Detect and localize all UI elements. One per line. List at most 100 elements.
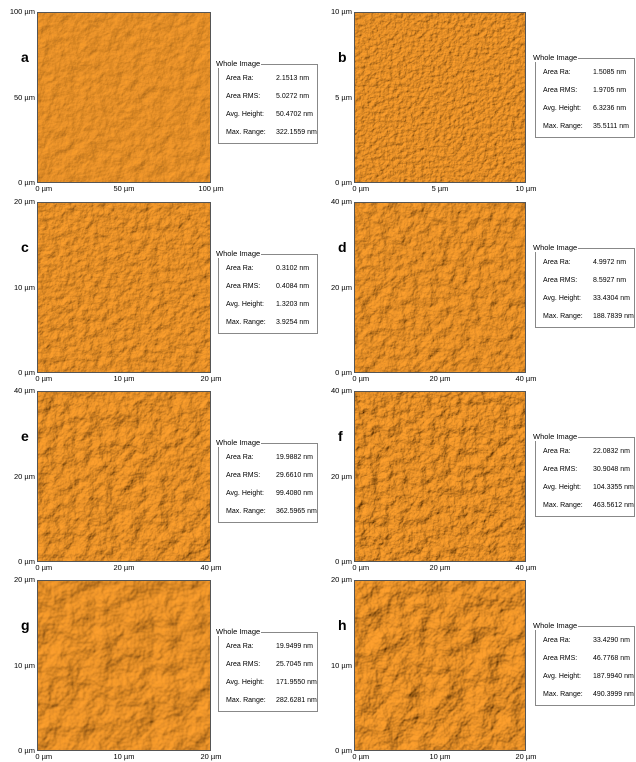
stat-value: 4.9972 nm [593, 259, 626, 266]
afm-image [37, 580, 211, 751]
panel-letter: f [338, 429, 343, 443]
x-tick-label: 10 µm [430, 753, 451, 761]
panel-letter: c [21, 240, 29, 254]
stat-label: Max. Range: [543, 123, 583, 130]
afm-image [37, 391, 211, 562]
stats-title: Whole Image [533, 244, 578, 252]
x-tick-label: 20 µm [430, 375, 451, 383]
stat-label: Area Ra: [543, 69, 571, 76]
stat-value: 19.9882 nm [276, 454, 313, 461]
panel-letter: b [338, 50, 347, 64]
stat-value: 22.0832 nm [593, 448, 630, 455]
stat-value: 35.5111 nm [593, 123, 629, 130]
x-tick-label: 10 µm [114, 753, 135, 761]
stat-label: Avg. Height: [543, 484, 581, 491]
x-tick-label: 0 µm [35, 753, 52, 761]
x-tick-label: 20 µm [516, 753, 537, 761]
y-tick-label: 0 µm [335, 179, 352, 187]
stat-label: Area Ra: [226, 265, 254, 272]
y-tick-label: 10 µm [14, 284, 35, 292]
stat-value: 30.9048 nm [593, 466, 630, 473]
stat-value: 8.5927 nm [593, 277, 626, 284]
stats-title: Whole Image [533, 622, 578, 630]
stat-value: 322.1559 nm [276, 129, 317, 136]
stat-value: 1.3203 nm [276, 301, 309, 308]
stat-label: Avg. Height: [543, 105, 581, 112]
stat-label: Area RMS: [543, 655, 577, 662]
stat-label: Area RMS: [543, 87, 577, 94]
stat-label: Max. Range: [543, 691, 583, 698]
stats-title: Whole Image [216, 250, 261, 258]
stat-value: 0.4084 nm [276, 283, 309, 290]
stat-label: Max. Range: [543, 502, 583, 509]
x-tick-label: 10 µm [114, 375, 135, 383]
panel-letter: d [338, 240, 347, 254]
stat-label: Area Ra: [543, 637, 571, 644]
stat-label: Area Ra: [543, 448, 571, 455]
x-tick-label: 0 µm [352, 753, 369, 761]
y-tick-label: 0 µm [18, 558, 35, 566]
x-tick-label: 5 µm [432, 185, 449, 193]
x-tick-label: 40 µm [201, 564, 222, 572]
stat-value: 463.5612 nm [593, 502, 634, 509]
x-tick-label: 0 µm [352, 185, 369, 193]
y-tick-label: 0 µm [18, 369, 35, 377]
afm-image [354, 580, 526, 751]
y-tick-label: 0 µm [18, 747, 35, 755]
stat-label: Area RMS: [226, 472, 260, 479]
stat-label: Max. Range: [543, 313, 583, 320]
y-tick-label: 0 µm [335, 747, 352, 755]
y-tick-label: 0 µm [335, 369, 352, 377]
stat-value: 2.1513 nm [276, 75, 309, 82]
stat-label: Area RMS: [226, 661, 260, 668]
stat-label: Area RMS: [543, 466, 577, 473]
x-tick-label: 50 µm [114, 185, 135, 193]
y-tick-label: 20 µm [331, 576, 352, 584]
panel-letter: a [21, 50, 29, 64]
stats-title: Whole Image [216, 628, 261, 636]
panel-letter: h [338, 618, 347, 632]
stat-label: Avg. Height: [226, 679, 264, 686]
stat-value: 187.9940 nm [593, 673, 634, 680]
stat-value: 362.5965 nm [276, 508, 317, 515]
x-tick-label: 0 µm [35, 564, 52, 572]
stat-value: 5.0272 nm [276, 93, 309, 100]
stat-label: Area RMS: [226, 93, 260, 100]
x-tick-label: 0 µm [35, 185, 52, 193]
y-tick-label: 10 µm [331, 662, 352, 670]
y-tick-label: 20 µm [331, 284, 352, 292]
stat-value: 1.9705 nm [593, 87, 626, 94]
afm-image [37, 12, 211, 183]
stat-value: 6.3236 nm [593, 105, 626, 112]
stat-value: 29.6610 nm [276, 472, 313, 479]
stat-value: 99.4080 nm [276, 490, 313, 497]
stat-label: Avg. Height: [226, 111, 264, 118]
y-tick-label: 5 µm [335, 94, 352, 102]
panel-letter: g [21, 618, 30, 632]
stat-value: 171.9550 nm [276, 679, 317, 686]
y-tick-label: 40 µm [331, 198, 352, 206]
stat-value: 3.9254 nm [276, 319, 309, 326]
x-tick-label: 20 µm [201, 753, 222, 761]
x-tick-label: 10 µm [516, 185, 537, 193]
y-tick-label: 50 µm [14, 94, 35, 102]
stat-value: 0.3102 nm [276, 265, 309, 272]
y-tick-label: 20 µm [331, 473, 352, 481]
figure: {"panels": [ {"letter": "a", "yticks": [… [0, 0, 636, 762]
stats-title: Whole Image [216, 60, 261, 68]
stat-value: 1.5085 nm [593, 69, 626, 76]
y-tick-label: 10 µm [331, 8, 352, 16]
y-tick-label: 100 µm [10, 8, 35, 16]
y-tick-label: 0 µm [18, 179, 35, 187]
y-tick-label: 20 µm [14, 473, 35, 481]
y-tick-label: 20 µm [14, 576, 35, 584]
x-tick-label: 20 µm [430, 564, 451, 572]
stat-value: 33.4304 nm [593, 295, 630, 302]
stat-label: Area Ra: [226, 454, 254, 461]
y-tick-label: 40 µm [331, 387, 352, 395]
